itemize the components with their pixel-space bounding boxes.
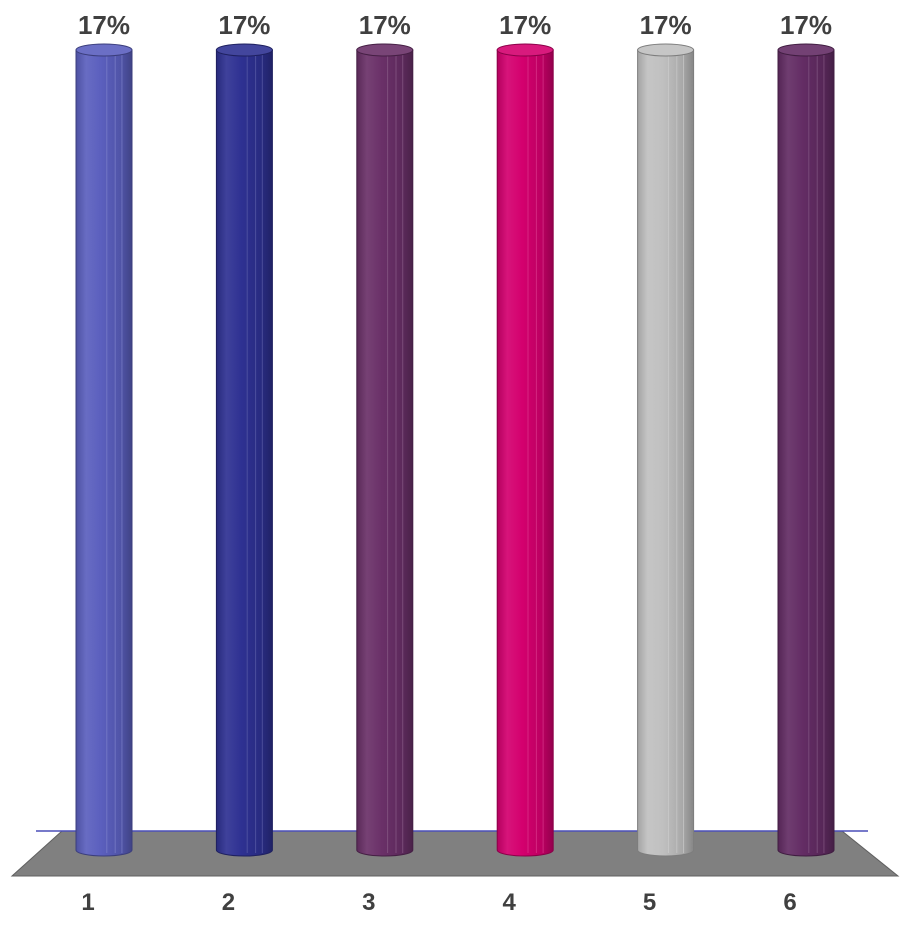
bar-top-cap	[75, 43, 133, 57]
x-tick-label: 4	[503, 889, 517, 916]
bar	[496, 43, 554, 857]
bar	[75, 43, 133, 857]
bar-body	[75, 49, 133, 857]
bar	[215, 43, 273, 857]
x-tick-label: 3	[362, 889, 375, 916]
data-label: 17%	[499, 10, 551, 40]
bar	[777, 43, 835, 857]
data-label: 17%	[780, 10, 832, 40]
bar-body	[637, 49, 695, 857]
bar-top-cap	[356, 43, 414, 57]
bar-body	[356, 49, 414, 857]
data-labels-layer: 17% 17% 17% 17% 17% 17%	[78, 10, 832, 40]
data-label: 17%	[640, 10, 692, 40]
x-tick-label: 5	[643, 889, 656, 916]
data-label: 17%	[218, 10, 270, 40]
data-label: 17%	[359, 10, 411, 40]
bars-layer	[75, 43, 835, 857]
x-tick-label: 2	[222, 889, 235, 916]
x-tick-label: 6	[783, 889, 796, 916]
bar-body	[777, 49, 835, 857]
bar	[637, 43, 695, 857]
bar-top-cap	[637, 43, 695, 57]
chart-floor	[10, 830, 900, 877]
bar-top-cap	[496, 43, 554, 57]
data-label: 17%	[78, 10, 130, 40]
x-tick-label: 1	[81, 889, 94, 916]
bar-top-cap	[215, 43, 273, 57]
bar-top-cap	[777, 43, 835, 57]
x-tick-labels-layer: 1 2 3 4 5 6	[81, 889, 796, 916]
bar-body	[496, 49, 554, 857]
bar-body	[215, 49, 273, 857]
bar	[356, 43, 414, 857]
